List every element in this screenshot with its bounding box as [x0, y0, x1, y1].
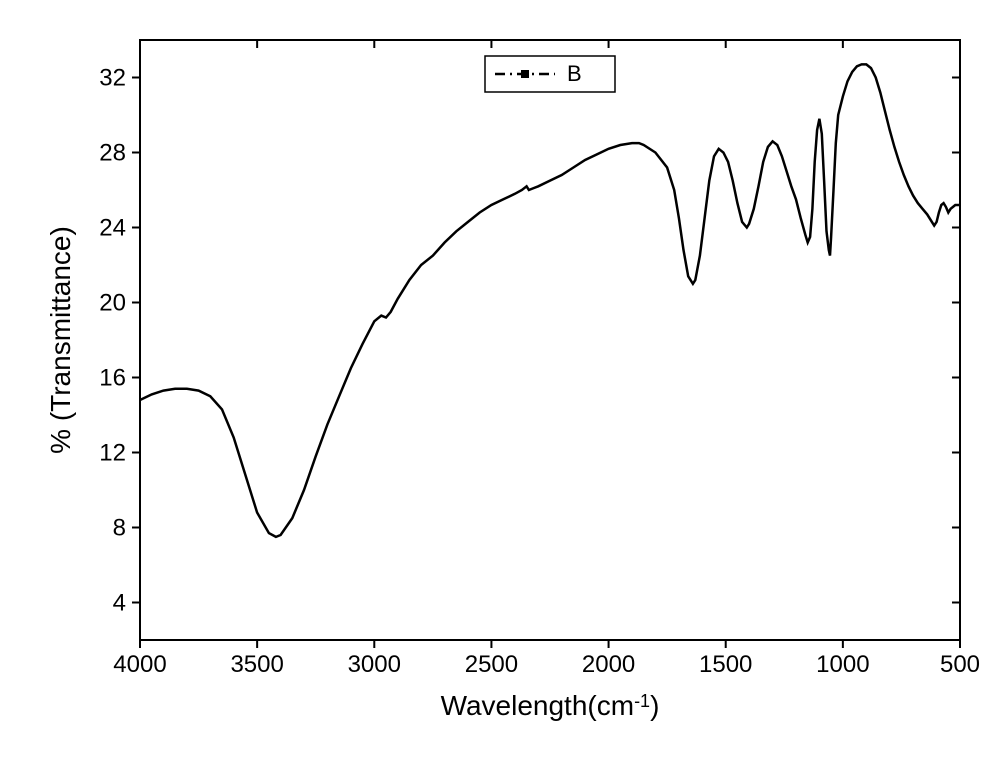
x-tick-label: 4000: [113, 651, 166, 678]
y-tick-label: 8: [113, 515, 126, 542]
ftir-spectrum-chart: 4000 3500 3000 2500 2000 1500 1000 500 4 8 12 16 20 2…: [20, 20, 980, 748]
x-tick-label: 2000: [582, 651, 635, 678]
y-tick-label: 32: [99, 65, 126, 92]
y-tick-label: 24: [99, 215, 126, 242]
y-tick-label: 16: [99, 365, 126, 392]
legend-label: B: [567, 61, 582, 86]
x-tick-label: 1000: [816, 651, 869, 678]
x-tick-label: 3500: [230, 651, 283, 678]
y-tick-label: 20: [99, 290, 126, 317]
x-tick-label: 500: [940, 651, 980, 678]
x-axis-label: Wavelength(cm-1): [441, 690, 660, 721]
x-tick-label: 2500: [465, 651, 518, 678]
y-tick-label: 4: [113, 590, 126, 617]
y-tick-label: 28: [99, 140, 126, 167]
x-tick-label: 1500: [699, 651, 752, 678]
chart-svg: 4000 3500 3000 2500 2000 1500 1000 500 4 8 12 16 20 2…: [20, 20, 980, 748]
x-tick-label: 3000: [348, 651, 401, 678]
y-axis-label: % (Transmittance): [45, 226, 76, 454]
y-tick-label: 12: [99, 440, 126, 467]
